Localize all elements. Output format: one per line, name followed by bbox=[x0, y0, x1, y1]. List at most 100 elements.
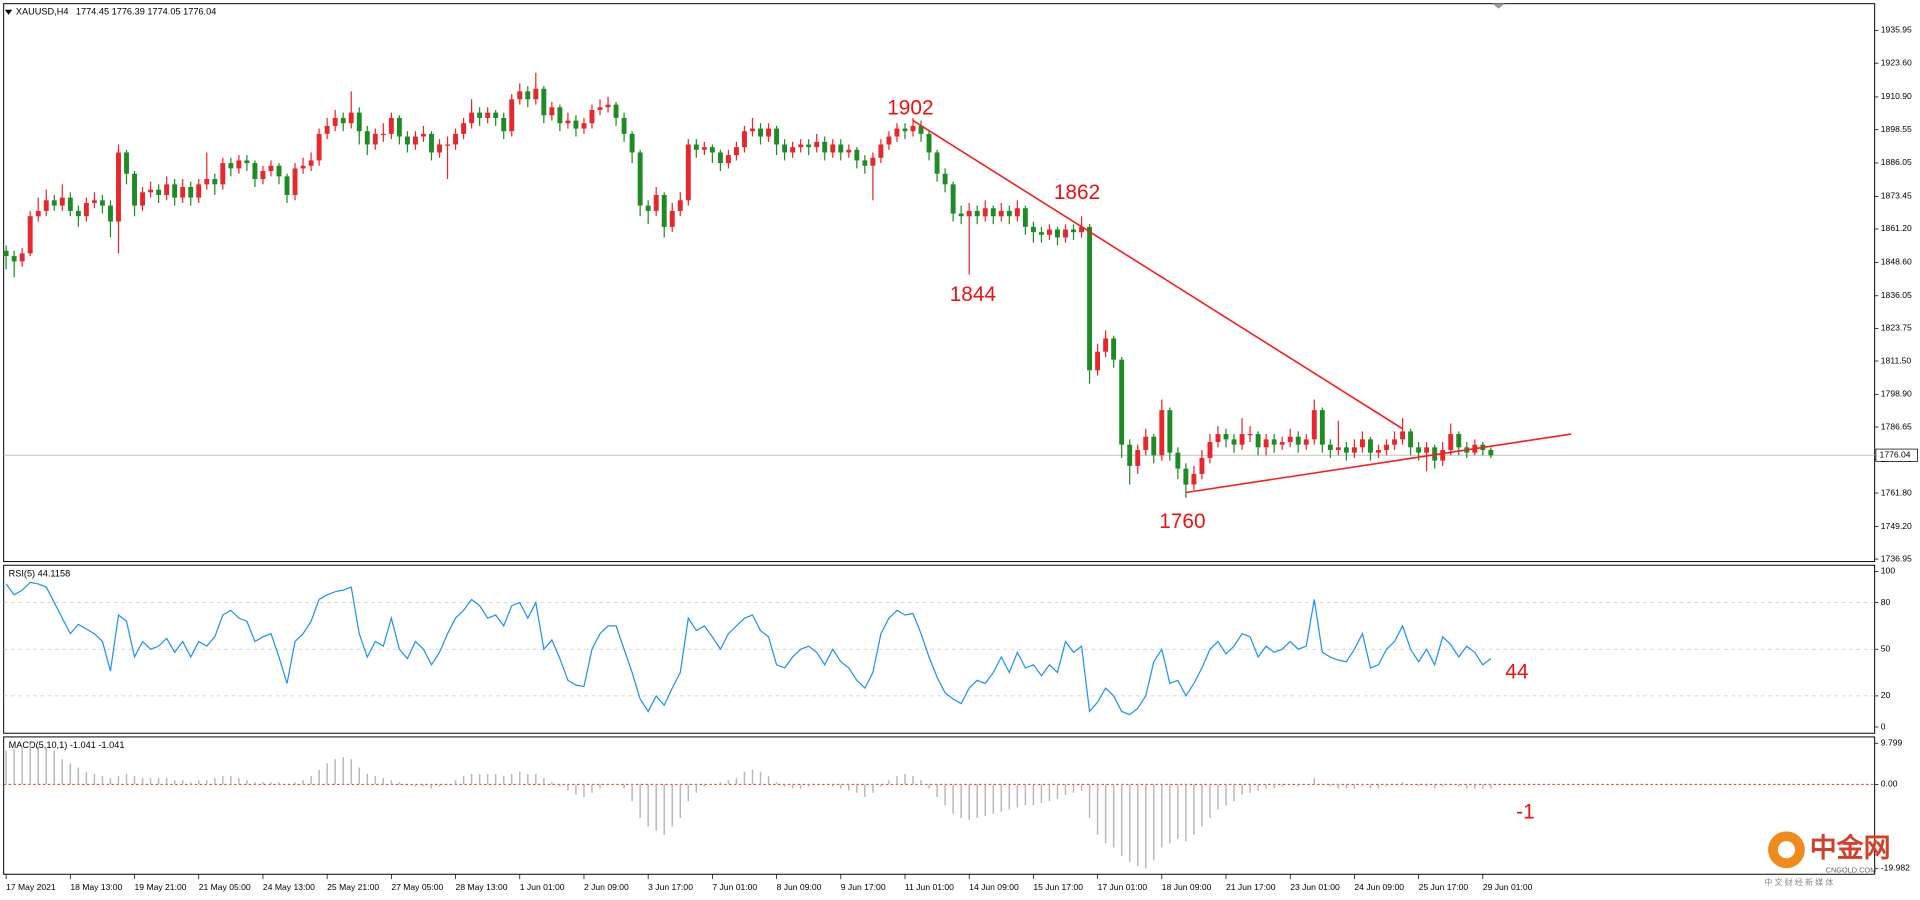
macd-bar bbox=[535, 773, 537, 785]
candle-body bbox=[758, 128, 763, 137]
candle-body bbox=[541, 88, 547, 116]
macd-bar bbox=[45, 748, 47, 785]
candle-body bbox=[276, 165, 282, 177]
candle-body bbox=[701, 147, 707, 150]
macd-bar bbox=[1136, 784, 1139, 867]
macd-bar bbox=[93, 773, 96, 785]
candle-body bbox=[324, 125, 330, 134]
y-tick-label: 1861.20 bbox=[1881, 223, 1912, 233]
macd-bar bbox=[599, 784, 601, 789]
candle-body bbox=[838, 144, 844, 153]
candle-body bbox=[645, 205, 651, 211]
candle-body bbox=[1295, 436, 1301, 445]
macd-bar bbox=[944, 784, 946, 806]
macd-bar bbox=[61, 759, 64, 785]
macd-bar bbox=[1153, 784, 1155, 860]
macd-bar bbox=[294, 782, 296, 785]
y-tick-label: 1836.05 bbox=[1881, 290, 1912, 300]
candle-body bbox=[902, 128, 908, 132]
candle-body bbox=[99, 200, 105, 206]
candle-body bbox=[717, 152, 723, 164]
candle-body bbox=[51, 200, 57, 206]
candle-body bbox=[19, 253, 25, 262]
candle-body bbox=[549, 107, 555, 116]
candle-body bbox=[1448, 434, 1454, 450]
candle-body bbox=[990, 208, 996, 217]
x-tick-label: 18 Jun 09:00 bbox=[1162, 882, 1212, 892]
x-tick-label: 23 Jun 01:00 bbox=[1290, 882, 1340, 892]
macd-bar bbox=[214, 778, 216, 785]
candle-body bbox=[1095, 351, 1101, 371]
y-tick-label: 1898.55 bbox=[1881, 124, 1912, 134]
x-tick-label: 24 Jun 09:00 bbox=[1354, 882, 1404, 892]
macd-bar bbox=[1313, 778, 1316, 785]
macd-title: MACD(5,10,1) -1.041 -1.041 bbox=[9, 740, 125, 750]
x-tick-label: 8 Jun 09:00 bbox=[777, 882, 822, 892]
macd-bar bbox=[85, 771, 88, 785]
candle-body bbox=[75, 210, 81, 217]
price-annotation: 1862 bbox=[1054, 181, 1100, 204]
candle-body bbox=[348, 112, 354, 124]
macd-bar bbox=[414, 784, 417, 787]
candle-body bbox=[1167, 410, 1173, 453]
symbol-title: XAUUSD,H4 bbox=[16, 7, 69, 17]
macd-bar bbox=[1193, 784, 1195, 835]
candle-body bbox=[493, 112, 499, 118]
macd-bar bbox=[334, 759, 336, 785]
candle-body bbox=[164, 184, 170, 195]
candle-body bbox=[1255, 434, 1261, 448]
candle-body bbox=[148, 189, 154, 193]
macd-bar bbox=[77, 767, 80, 785]
macd-bar bbox=[342, 757, 344, 785]
macd-bar bbox=[1120, 784, 1123, 856]
candle-body bbox=[364, 131, 370, 145]
x-tick-label: 24 May 13:00 bbox=[263, 882, 315, 892]
candle-body bbox=[469, 112, 475, 124]
macd-bar bbox=[1369, 784, 1372, 789]
macd-bar bbox=[655, 784, 657, 831]
macd-bar bbox=[382, 778, 385, 785]
candle-body bbox=[429, 133, 434, 153]
macd-bar bbox=[462, 775, 465, 785]
menu-arrow[interactable] bbox=[4, 9, 13, 15]
candle-body bbox=[1103, 338, 1109, 352]
macd-bar bbox=[454, 780, 457, 785]
macd-bar bbox=[1008, 784, 1011, 810]
macd-bar bbox=[1112, 784, 1115, 848]
candle-body bbox=[196, 184, 202, 198]
candle-body bbox=[188, 186, 194, 198]
candle-body bbox=[1127, 444, 1133, 466]
candle-body bbox=[1376, 450, 1381, 453]
y-tick-label: 1736.95 bbox=[1881, 553, 1912, 563]
macd-bar bbox=[1458, 784, 1460, 787]
macd-bar bbox=[326, 763, 328, 785]
x-tick-label: 29 Jun 01:00 bbox=[1483, 882, 1533, 892]
candle-body bbox=[750, 128, 755, 132]
candle-body bbox=[284, 176, 290, 195]
macd-bar bbox=[374, 775, 377, 785]
candle-body bbox=[1215, 434, 1221, 443]
candle-body bbox=[958, 213, 964, 217]
macd-bar bbox=[783, 784, 786, 787]
macd-bar bbox=[29, 744, 31, 785]
candle-body bbox=[340, 117, 346, 124]
macd-bar bbox=[687, 784, 690, 802]
watermark-slogan: 中 文 财 经 新 媒 体 bbox=[1764, 877, 1833, 887]
x-tick-label: 2 Jun 09:00 bbox=[584, 882, 629, 892]
macd-bar bbox=[1353, 784, 1356, 789]
macd-bar bbox=[1056, 784, 1059, 800]
macd-bar bbox=[936, 784, 938, 797]
macd-bar bbox=[1377, 784, 1380, 789]
candle-body bbox=[260, 171, 266, 180]
macd-bar bbox=[775, 782, 778, 785]
y-tick-label: 1798.90 bbox=[1881, 389, 1912, 399]
macd-bar bbox=[1257, 784, 1259, 791]
macd-bar bbox=[920, 780, 922, 785]
macd-bar bbox=[960, 784, 962, 818]
candle-body bbox=[1319, 410, 1325, 445]
candle-body bbox=[982, 208, 988, 217]
price-annotation: 1844 bbox=[950, 283, 996, 306]
macd-bar bbox=[181, 780, 184, 785]
macd-bar bbox=[743, 771, 746, 785]
macd-bar bbox=[735, 778, 738, 785]
